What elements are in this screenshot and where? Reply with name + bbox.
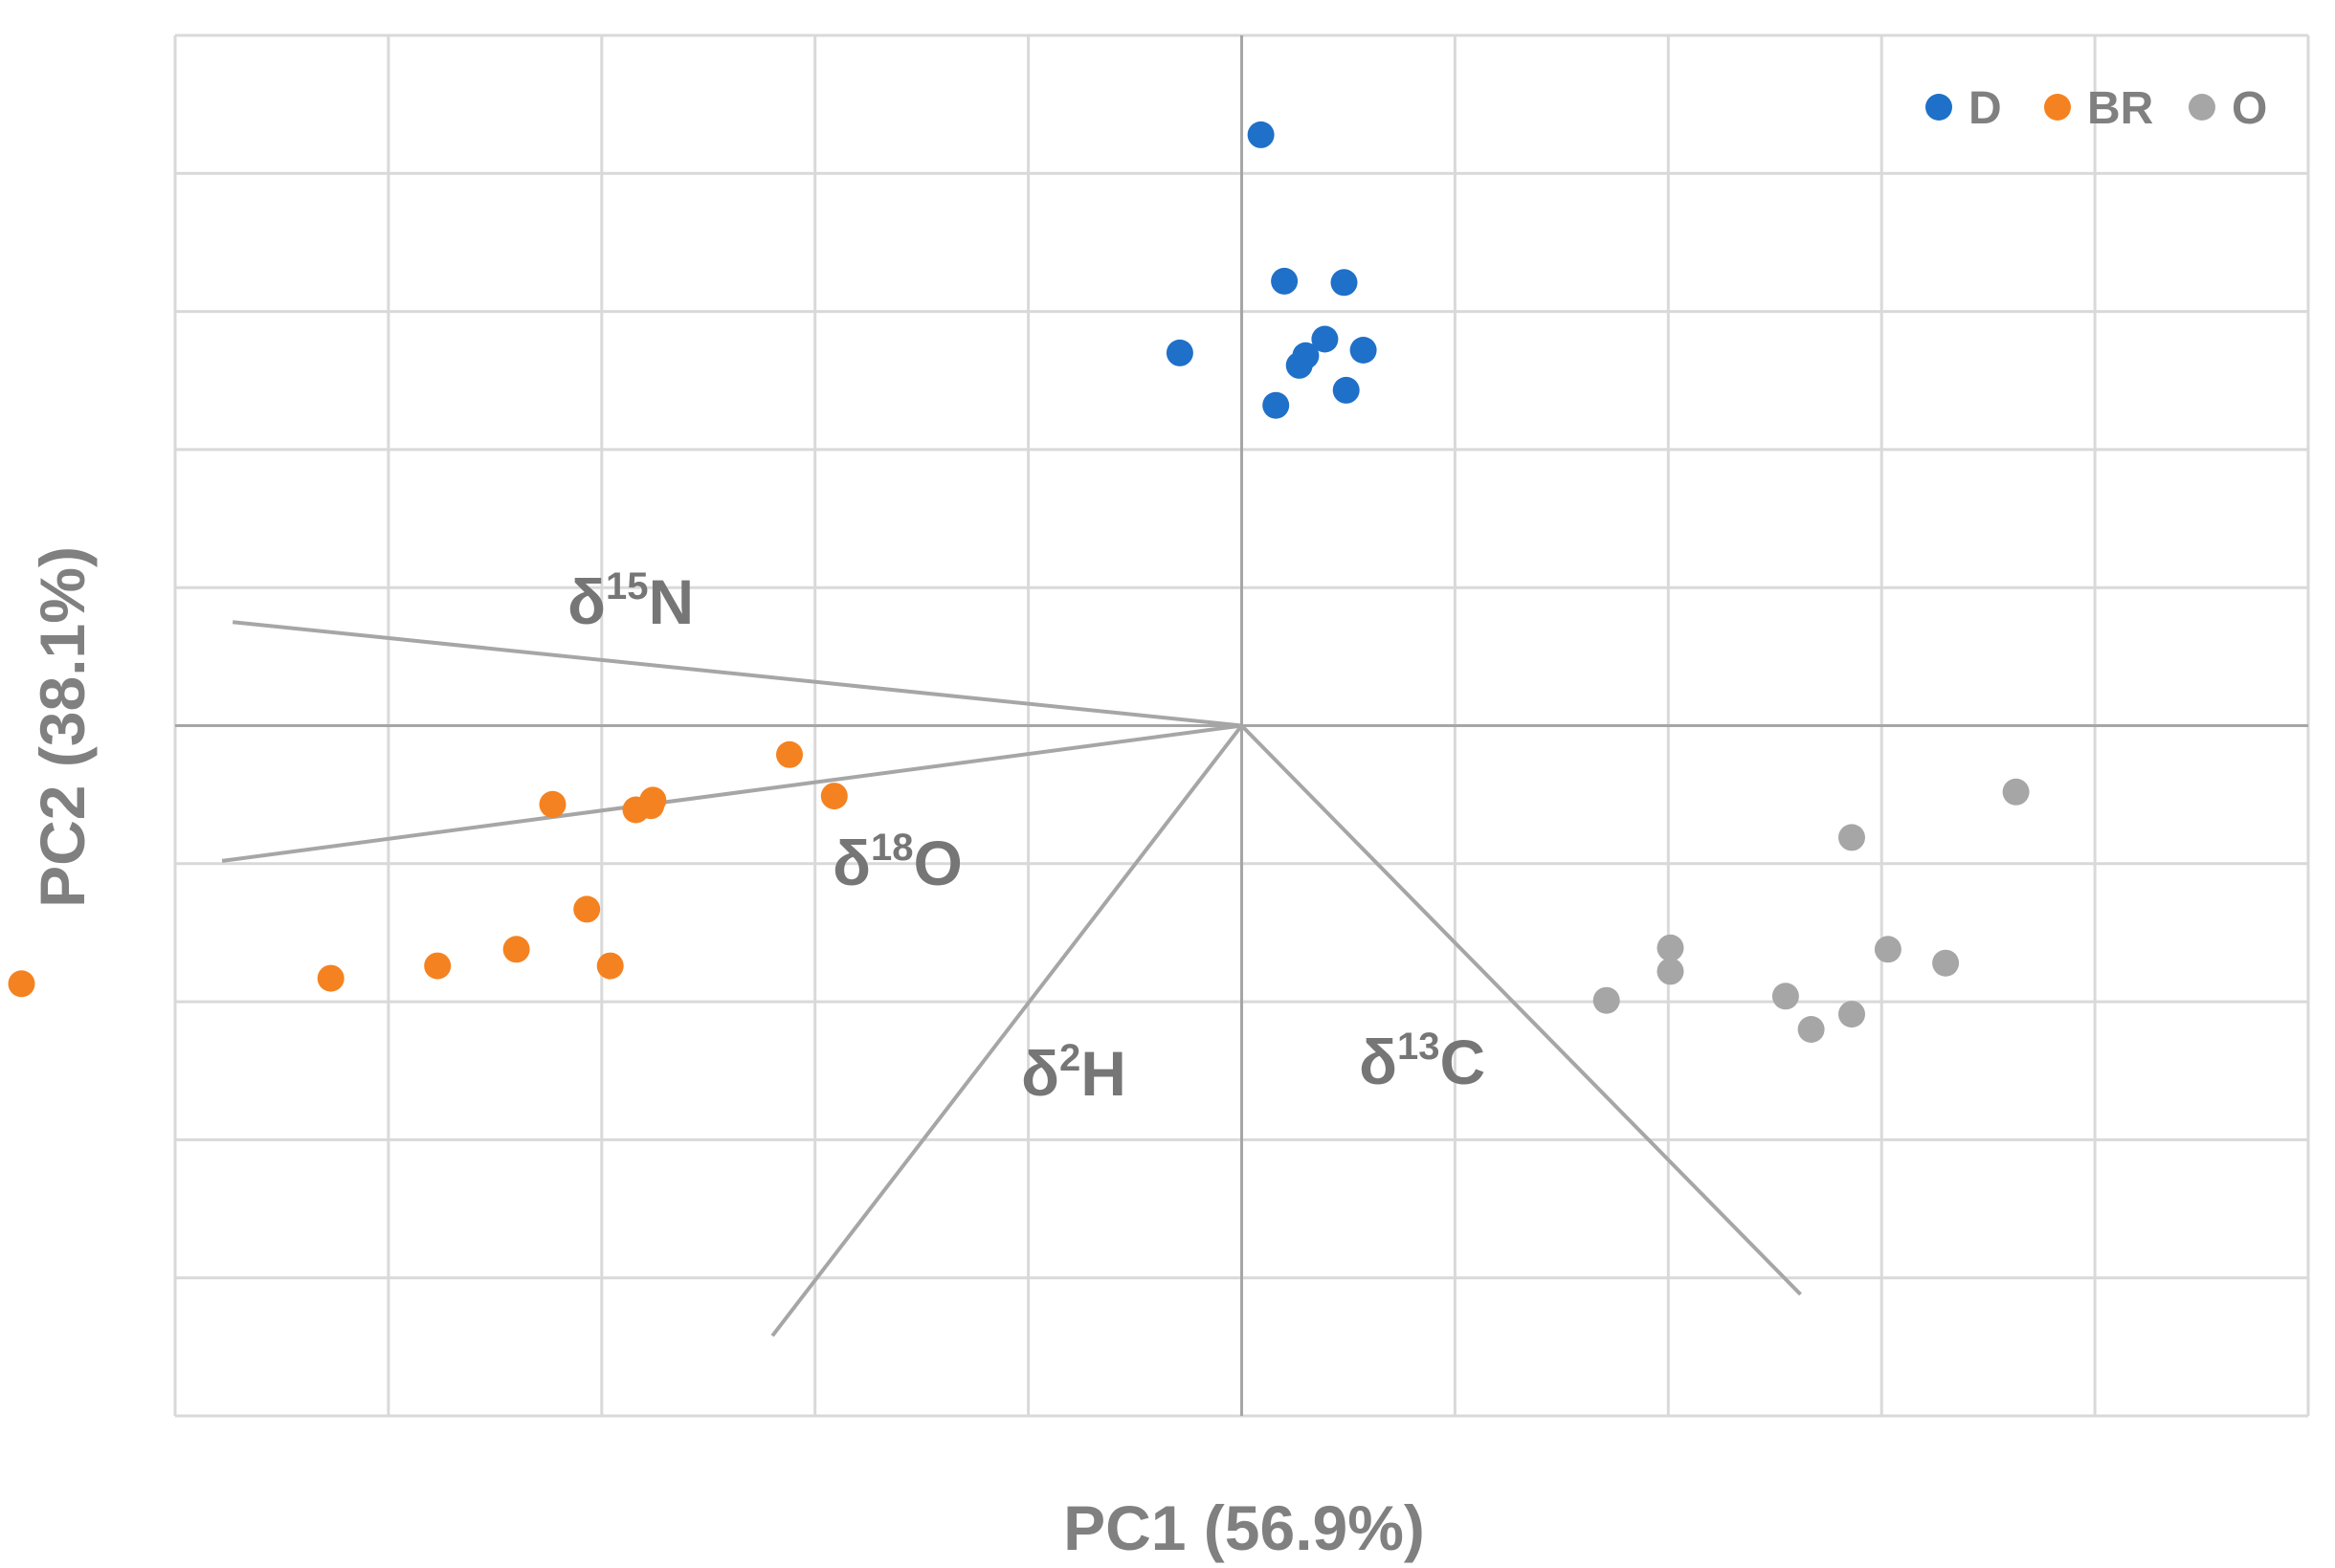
point-br	[539, 790, 567, 818]
point-br	[317, 964, 345, 992]
legend-marker-br	[2044, 94, 2071, 121]
point-d	[1311, 325, 1339, 353]
point-br	[502, 936, 530, 963]
loading-label-d15n: δ15N	[567, 565, 694, 637]
legend: D BR O	[1925, 83, 2267, 134]
point-o	[1657, 958, 1684, 985]
point-br	[424, 952, 452, 980]
point-br	[776, 740, 803, 768]
point-o	[1932, 949, 1960, 977]
point-o	[1797, 1016, 1825, 1043]
point-br	[573, 895, 601, 923]
loading-vector-d18o	[221, 723, 1242, 863]
y-axis-title: PC2 (38.1%)	[27, 546, 98, 908]
point-o	[2002, 778, 2030, 806]
point-br	[8, 970, 35, 998]
loading-vector-d15n	[232, 620, 1242, 728]
point-br	[639, 786, 667, 814]
loading-vector-d2h	[770, 724, 1244, 1337]
point-o	[1838, 824, 1865, 851]
point-d	[1330, 269, 1358, 297]
point-d	[1271, 267, 1299, 295]
loading-vectors	[221, 620, 1802, 1337]
loading-label-d2h: δ2H	[1021, 1037, 1126, 1109]
point-d	[1332, 376, 1360, 404]
data-points	[8, 121, 2030, 1043]
legend-marker-o	[2189, 94, 2215, 121]
point-o	[1592, 986, 1620, 1014]
point-o	[1771, 983, 1799, 1010]
point-o	[1657, 934, 1684, 961]
point-d	[1166, 339, 1193, 366]
point-d	[1285, 351, 1313, 379]
legend-label-d: D	[1968, 83, 2002, 134]
loading-vector-d13c	[1240, 724, 1802, 1296]
point-o	[1874, 936, 1901, 963]
x-axis-title: PC1 (56.9%)	[1063, 1492, 1425, 1563]
point-d	[1262, 391, 1290, 419]
legend-marker-d	[1925, 94, 1952, 121]
loading-label-d13c: δ13C	[1359, 1026, 1485, 1097]
loading-labels: δ15N δ18O δ2H δ13C	[567, 565, 1485, 1109]
point-br	[596, 952, 624, 980]
legend-label-br: BR	[2087, 83, 2153, 134]
loading-label-d18o: δ18O	[833, 827, 963, 898]
point-d	[1349, 337, 1377, 364]
point-o	[1838, 1001, 1865, 1028]
point-br	[820, 783, 848, 810]
point-d	[1247, 121, 1275, 148]
legend-label-o: O	[2232, 83, 2267, 134]
